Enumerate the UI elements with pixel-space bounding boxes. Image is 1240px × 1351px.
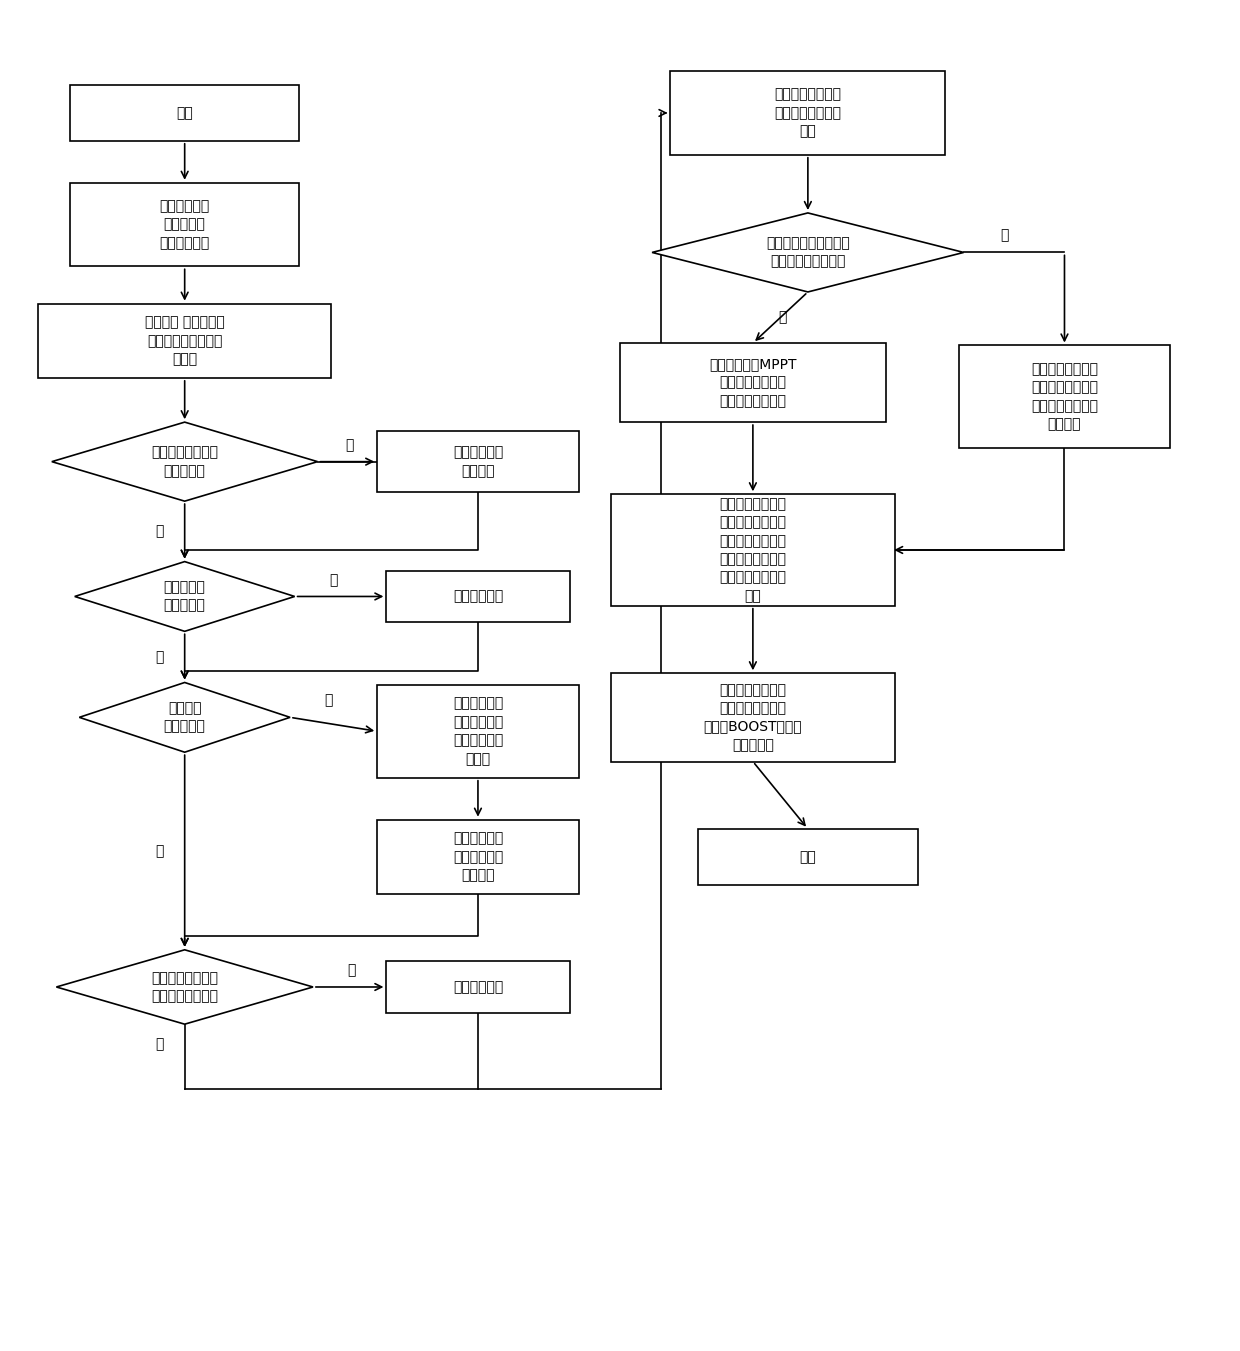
Text: 电源电路判断
是否处于限流
状态，计算限
流电流: 电源电路判断 是否处于限流 状态，计算限 流电流 — [453, 697, 503, 766]
Text: 将各回路设定的闭
环控制参数和参考
值发回BOOST闭环控
制程序模块: 将各回路设定的闭 环控制参数和参考 值发回BOOST闭环控 制程序模块 — [703, 682, 802, 753]
Text: 光伏输入回路是否
达到开启阈值电压: 光伏输入回路是否 达到开启阈值电压 — [151, 971, 218, 1004]
Text: 关闭对应回路: 关闭对应回路 — [453, 979, 503, 994]
Text: 结束: 结束 — [800, 850, 816, 863]
Text: 开始: 开始 — [176, 105, 193, 120]
FancyBboxPatch shape — [611, 494, 895, 605]
Text: 否: 否 — [347, 963, 356, 977]
Text: 设置光伏回路限流
工作模式，其他开
启回路参考功率设
置为零，: 设置光伏回路限流 工作模式，其他开 启回路参考功率设 置为零， — [1030, 362, 1097, 431]
FancyBboxPatch shape — [38, 304, 331, 378]
Text: 否: 否 — [346, 438, 353, 451]
FancyBboxPatch shape — [959, 346, 1169, 447]
Polygon shape — [74, 562, 295, 631]
FancyBboxPatch shape — [377, 685, 579, 778]
Text: 否: 否 — [155, 844, 164, 858]
Text: 是: 是 — [155, 524, 164, 539]
Polygon shape — [56, 950, 312, 1024]
Text: 输入各回路采
集电压、电
流、功率数据: 输入各回路采 集电压、电 流、功率数据 — [160, 199, 210, 250]
Text: 重设参考限流
电流，并提示
参数警告: 重设参考限流 电流，并提示 参数警告 — [453, 831, 503, 882]
Text: 计算剩余电量: 计算剩余电量 — [453, 589, 503, 604]
FancyBboxPatch shape — [71, 85, 299, 141]
Text: 是: 是 — [777, 311, 786, 324]
FancyBboxPatch shape — [377, 820, 579, 894]
FancyBboxPatch shape — [377, 431, 579, 492]
Text: 与设定比较设备类
型是否一致: 与设定比较设备类 型是否一致 — [151, 446, 218, 478]
FancyBboxPatch shape — [620, 343, 885, 422]
Text: 光伏输入回路功率是否
满足总功率输入要求: 光伏输入回路功率是否 满足总功率输入要求 — [766, 236, 849, 269]
FancyBboxPatch shape — [71, 182, 299, 266]
Text: 根据电压 功率输出特
性分析各回路供电设
备类型: 根据电压 功率输出特 性分析各回路供电设 备类型 — [145, 315, 224, 366]
Polygon shape — [79, 682, 290, 753]
Text: 否: 否 — [1001, 228, 1009, 243]
Text: 否: 否 — [155, 650, 164, 663]
Text: 是: 是 — [325, 693, 332, 708]
FancyBboxPatch shape — [611, 673, 895, 762]
Polygon shape — [652, 213, 963, 292]
FancyBboxPatch shape — [387, 571, 569, 621]
Text: 设置光伏回路MPPT
跟踪模式，计算其
他设备输入总功率: 设置光伏回路MPPT 跟踪模式，计算其 他设备输入总功率 — [709, 357, 796, 408]
Text: 关闭对应回路
功率输入: 关闭对应回路 功率输入 — [453, 446, 503, 478]
FancyBboxPatch shape — [387, 962, 569, 1012]
Text: 是: 是 — [155, 1038, 164, 1051]
Text: 根据母线电压闭环
计算总体参考输入
功率: 根据母线电压闭环 计算总体参考输入 功率 — [774, 88, 842, 138]
FancyBboxPatch shape — [698, 830, 918, 885]
Text: 回路是否
电源接入？: 回路是否 电源接入？ — [164, 701, 206, 734]
FancyBboxPatch shape — [671, 72, 945, 155]
Text: 根据设备功率分配
策略参数设定，采
用对应的分配方式
计算除光伏回路外
的开启回路参考功
率。: 根据设备功率分配 策略参数设定，采 用对应的分配方式 计算除光伏回路外 的开启回… — [719, 497, 786, 603]
Polygon shape — [52, 422, 317, 501]
Text: 回路是否蓄
电池接入？: 回路是否蓄 电池接入？ — [164, 581, 206, 612]
Text: 是: 是 — [329, 573, 337, 586]
